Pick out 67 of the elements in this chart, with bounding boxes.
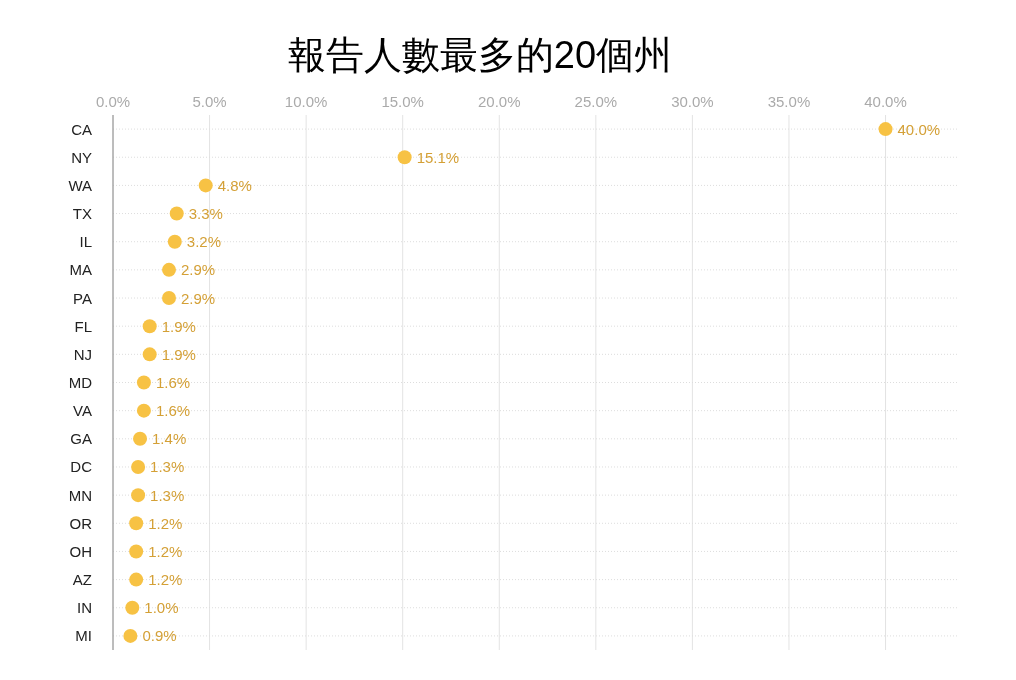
y-tick-label: MN: [68, 486, 92, 504]
y-tick-label: AZ: [72, 571, 92, 589]
x-tick-label: 0.0%: [95, 93, 131, 110]
data-label: 1.2%: [148, 514, 183, 532]
data-label: 1.0%: [144, 599, 179, 617]
y-tick-label: OR: [69, 514, 93, 532]
data-label: 1.3%: [150, 486, 185, 504]
data-label: 0.9%: [142, 627, 177, 645]
point: [878, 122, 893, 137]
point: [167, 234, 182, 249]
data-label: 3.3%: [188, 205, 223, 223]
data-label: 1.6%: [155, 402, 191, 420]
y-tick-label: MD: [68, 374, 93, 391]
x-tick-label: 10.0%: [284, 93, 328, 110]
y-tick-label: VA: [73, 402, 92, 420]
point: [131, 488, 146, 503]
point: [129, 544, 144, 559]
data-label: 2.9%: [181, 261, 216, 279]
point: [162, 262, 177, 277]
point: [125, 600, 140, 615]
data-label: 1.4%: [152, 430, 187, 448]
y-tick-label: PA: [73, 289, 92, 307]
y-tick-label: GA: [70, 430, 92, 448]
data-label: 4.8%: [217, 176, 252, 194]
y-tick-label: WA: [68, 176, 92, 194]
point: [131, 459, 146, 474]
y-tick-label: FL: [74, 317, 92, 335]
data-label: 15.1%: [416, 148, 460, 166]
data-label: 2.9%: [181, 289, 216, 307]
y-tick-label: MA: [69, 261, 92, 279]
y-tick-label: NY: [71, 148, 92, 166]
x-tick-label: 20.0%: [478, 93, 521, 110]
x-tick-label: 5.0%: [192, 93, 227, 110]
data-label: 40.0%: [897, 120, 941, 138]
data-label: 1.6%: [155, 374, 191, 391]
point: [162, 291, 177, 306]
y-tick-label: CA: [71, 120, 92, 138]
point: [142, 347, 157, 362]
data-label: 1.3%: [150, 458, 185, 476]
x-tick-label: 25.0%: [574, 93, 618, 110]
x-tick-label: 15.0%: [381, 93, 424, 110]
x-tick-label: 30.0%: [671, 93, 714, 110]
point: [123, 628, 138, 643]
data-label: 1.9%: [161, 345, 196, 363]
point: [129, 572, 144, 587]
point: [136, 403, 151, 418]
data-label: 1.2%: [148, 571, 183, 589]
x-tick-label: 40.0%: [864, 93, 907, 110]
point: [133, 431, 148, 446]
y-tick-label: DC: [70, 458, 93, 476]
y-tick-label: OH: [69, 542, 92, 560]
x-tick-label: 35.0%: [767, 93, 811, 110]
point: [142, 319, 157, 334]
y-tick-label: IL: [79, 233, 92, 251]
y-tick-label: IN: [77, 599, 92, 617]
point: [198, 178, 213, 193]
point: [169, 206, 184, 221]
chart-title: 報告人數最多的20個州: [287, 34, 673, 76]
point: [136, 375, 151, 390]
point: [129, 516, 144, 531]
data-label: 3.2%: [186, 233, 222, 251]
data-label: 1.2%: [148, 542, 183, 560]
y-tick-label: NJ: [73, 345, 92, 363]
y-tick-label: MI: [75, 627, 92, 645]
point: [397, 150, 412, 165]
data-label: 1.9%: [161, 317, 196, 335]
y-tick-label: TX: [72, 205, 92, 223]
